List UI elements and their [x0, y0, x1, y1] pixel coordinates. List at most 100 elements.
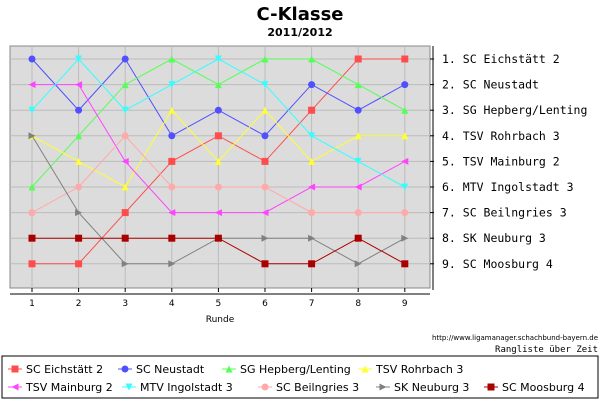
final-rank-label: 9. SC Moosburg 4	[442, 257, 553, 271]
data-point	[401, 234, 409, 242]
data-point	[354, 157, 362, 165]
legend-label: SC Beilngries 3	[276, 381, 359, 394]
legend-label: MTV Ingolstadt 3	[140, 381, 233, 394]
data-point	[28, 106, 36, 114]
x-tick-label: 5	[216, 299, 222, 309]
data-point	[28, 81, 36, 89]
data-point	[75, 234, 83, 242]
data-point	[28, 183, 36, 191]
data-point	[168, 106, 176, 114]
data-point	[168, 183, 176, 191]
data-point	[75, 81, 83, 89]
data-point	[214, 55, 222, 63]
data-point	[308, 183, 316, 191]
legend-swatch-marker	[225, 365, 233, 373]
final-rank-label: 5. TSV Mainburg 2	[442, 154, 560, 168]
data-point	[401, 106, 409, 114]
data-point	[168, 209, 176, 217]
legend-label: SC Neustadt	[136, 363, 205, 376]
final-rank-label: 1. SC Eichstätt 2	[442, 52, 560, 66]
data-point	[354, 81, 362, 89]
data-point	[261, 157, 269, 165]
data-point	[401, 81, 409, 89]
data-point	[354, 183, 362, 191]
chart-subtitle: 2011/2012	[267, 26, 332, 39]
data-point	[354, 55, 362, 63]
data-point	[214, 209, 222, 217]
data-point	[261, 234, 269, 242]
data-point	[261, 260, 269, 268]
data-point	[28, 55, 36, 63]
data-point	[121, 260, 129, 268]
legend-label: TSV Rohrbach 3	[375, 363, 463, 376]
data-point	[354, 106, 362, 114]
x-tick-label: 1	[29, 299, 35, 309]
data-point	[121, 81, 129, 89]
data-point	[168, 157, 176, 165]
axis-layer: 1 2 3 4 5 6 7 8 9	[10, 46, 434, 309]
data-point	[401, 157, 409, 165]
legend-label: SK Neuburg 3	[394, 381, 469, 394]
data-point	[75, 260, 83, 268]
data-point	[28, 234, 36, 242]
data-point	[261, 209, 269, 217]
data-point	[75, 183, 83, 191]
data-point	[121, 209, 129, 217]
caption: Rangliste über Zeit	[495, 345, 598, 355]
legend-label: SC Moosburg 4	[502, 381, 585, 394]
legend-label: TSV Mainburg 2	[25, 381, 113, 394]
data-point	[121, 183, 129, 191]
data-point	[121, 132, 129, 140]
x-tick-label: 2	[76, 299, 82, 309]
data-point	[354, 209, 362, 217]
data-point	[308, 106, 316, 114]
source-url: http://www.ligamanager.schachbund-bayern…	[432, 334, 598, 342]
data-point	[121, 55, 129, 63]
data-point	[308, 55, 316, 63]
data-point	[75, 209, 83, 217]
data-point	[308, 260, 316, 268]
data-point	[354, 260, 362, 268]
x-tick-label: 7	[309, 299, 315, 309]
legend-swatch-marker	[125, 383, 133, 391]
x-tick-label: 9	[402, 299, 408, 309]
legend-swatch-marker	[361, 365, 369, 373]
data-point	[121, 234, 129, 242]
data-point	[401, 132, 409, 140]
data-point	[354, 132, 362, 140]
data-point	[168, 260, 176, 268]
x-tick-label: 6	[262, 299, 268, 309]
legend-swatch-marker	[379, 383, 387, 391]
plot-area	[9, 45, 431, 289]
x-tick-label: 4	[169, 299, 175, 309]
x-tick-label: 3	[122, 299, 128, 309]
data-point	[261, 132, 269, 140]
final-rank-label: 6. MTV Ingolstadt 3	[442, 180, 574, 194]
legend: SC Eichstätt 2 SC Neustadt SG Hepberg/Lent…	[8, 363, 585, 394]
legend-swatch-marker	[121, 365, 129, 373]
data-point	[28, 132, 36, 140]
data-point	[261, 55, 269, 63]
data-point	[214, 132, 222, 140]
legend-swatch-marker	[11, 365, 19, 373]
legend-box	[1, 355, 599, 399]
data-point	[168, 81, 176, 89]
data-point	[214, 157, 222, 165]
data-point	[214, 106, 222, 114]
final-rank-label: 2. SC Neustadt	[442, 78, 539, 92]
data-point	[308, 157, 316, 165]
final-rank-label: 3. SG Hepberg/Lenting	[442, 103, 587, 117]
legend-swatch-marker	[261, 383, 269, 391]
data-point	[214, 234, 222, 242]
legend-label: SG Hepberg/Lenting	[240, 363, 351, 376]
data-point	[401, 260, 409, 268]
data-point	[214, 81, 222, 89]
series-layer	[28, 55, 409, 268]
data-point	[354, 234, 362, 242]
legend-swatch-marker	[487, 383, 495, 391]
data-point	[75, 157, 83, 165]
data-point	[75, 55, 83, 63]
final-rank-label: 8. SK Neuburg 3	[442, 231, 546, 245]
